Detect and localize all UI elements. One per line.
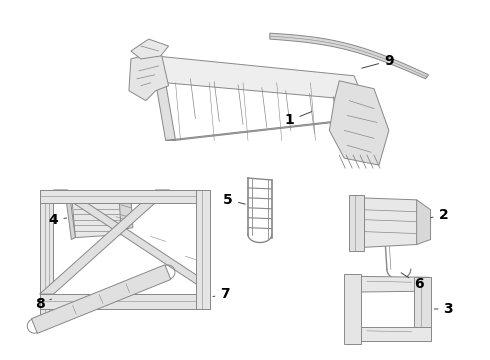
Polygon shape	[349, 195, 364, 251]
Polygon shape	[347, 276, 431, 292]
Text: 4: 4	[49, 213, 67, 227]
Polygon shape	[40, 190, 170, 294]
Polygon shape	[119, 195, 133, 230]
Text: 7: 7	[213, 287, 230, 301]
Polygon shape	[40, 190, 210, 203]
Polygon shape	[329, 81, 389, 165]
Polygon shape	[40, 190, 53, 319]
Polygon shape	[131, 39, 169, 59]
Polygon shape	[72, 192, 123, 238]
Polygon shape	[196, 190, 210, 309]
Polygon shape	[40, 294, 210, 309]
Text: 2: 2	[431, 208, 448, 222]
Text: 8: 8	[35, 297, 51, 311]
Polygon shape	[347, 327, 431, 341]
Polygon shape	[65, 192, 75, 239]
Polygon shape	[166, 118, 369, 140]
Polygon shape	[156, 56, 364, 100]
Polygon shape	[361, 198, 424, 247]
Polygon shape	[270, 33, 429, 79]
Text: 3: 3	[434, 302, 453, 316]
Polygon shape	[156, 83, 175, 140]
Polygon shape	[344, 274, 361, 344]
Polygon shape	[414, 277, 431, 339]
Polygon shape	[416, 200, 431, 244]
Polygon shape	[129, 51, 169, 100]
Polygon shape	[53, 190, 210, 284]
Text: 5: 5	[223, 193, 245, 207]
Text: 9: 9	[362, 54, 393, 68]
Polygon shape	[31, 265, 171, 333]
Text: 1: 1	[285, 112, 312, 127]
Text: 6: 6	[401, 273, 423, 291]
